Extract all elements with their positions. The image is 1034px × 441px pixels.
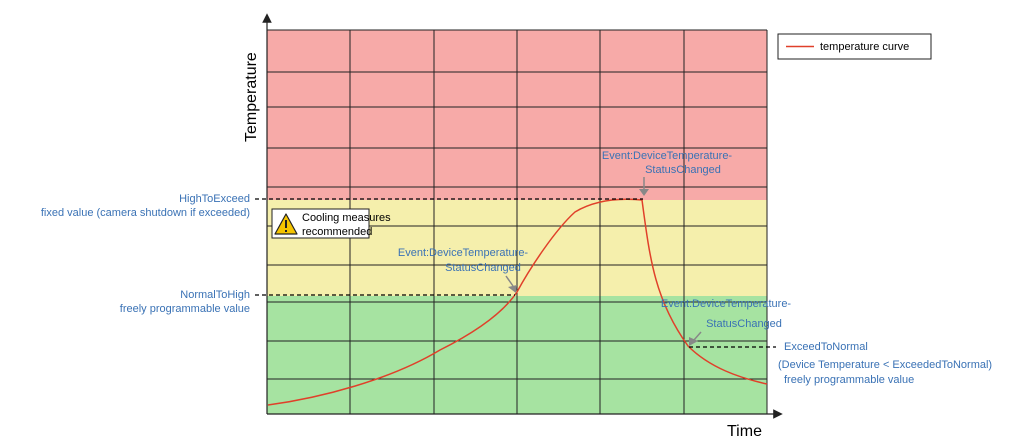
exceed-to-normal-extra: freely programmable value [784, 374, 914, 386]
normal-to-high-name: NormalToHigh [180, 289, 250, 301]
cooling-warning-note: Cooling measures recommended [271, 208, 391, 239]
warning-text-line1: Cooling measures [302, 212, 391, 224]
event-pointer-arrow-icon [689, 337, 698, 346]
exceed-to-normal-name: ExceedToNormal [784, 341, 868, 353]
exceed-to-normal-description: (Device Temperature < ExceededToNormal) [778, 359, 992, 371]
event-callout-top: Event:DeviceTemperature- StatusChanged [602, 150, 733, 196]
event-label-line2: StatusChanged [445, 262, 521, 274]
event-pointer-arrow-icon [639, 189, 649, 196]
legend: temperature curve [777, 33, 932, 60]
high-to-exceed-name: HighToExceed [179, 193, 250, 205]
event-label-line2: StatusChanged [706, 318, 782, 330]
event-callout-middle: Event:DeviceTemperature- StatusChanged [398, 247, 529, 293]
warning-text-line2: recommended [302, 226, 372, 238]
warning-icon [274, 213, 298, 235]
event-callout-bottom: Event:DeviceTemperature- StatusChanged [661, 298, 792, 346]
event-pointer [505, 275, 514, 287]
normal-to-high-description: freely programmable value [120, 303, 250, 315]
grid [267, 29, 768, 414]
event-label-line2: StatusChanged [645, 164, 721, 176]
event-label-line1: Event:DeviceTemperature- [602, 150, 733, 162]
temperature-curve [267, 198, 768, 406]
legend-label: temperature curve [820, 41, 909, 53]
mid-zone-right [517, 200, 767, 296]
x-axis-title: Time [727, 423, 762, 440]
high-to-exceed-description: fixed value (camera shutdown if exceeded… [41, 207, 250, 219]
event-pointer-arrow-icon [508, 285, 517, 293]
y-axis-title: Temperature [243, 52, 260, 142]
event-label-line1: Event:DeviceTemperature- [398, 247, 529, 259]
event-label-line1: Event:DeviceTemperature- [661, 298, 792, 310]
event-pointer [693, 331, 702, 341]
